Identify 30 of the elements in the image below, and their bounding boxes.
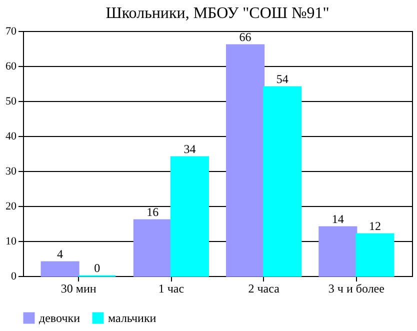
legend-label: девочки	[39, 311, 81, 325]
data-label: 4	[57, 247, 64, 261]
y-tick-label: 70	[6, 26, 17, 38]
bar	[318, 226, 358, 277]
data-label: 0	[94, 261, 100, 275]
data-label: 54	[276, 72, 288, 86]
x-tick-label: 1 час	[158, 282, 184, 296]
y-tick-label: 60	[6, 60, 17, 72]
x-tick-label: 30 мин	[60, 282, 97, 296]
data-label: 14	[332, 212, 344, 226]
y-tick-label: 30	[6, 166, 17, 178]
y-tick-label: 50	[6, 96, 17, 108]
chart-title: Школьники, МБОУ "СОШ №91"	[106, 5, 330, 22]
y-tick-label: 0	[11, 270, 17, 282]
data-label: 34	[184, 142, 196, 156]
bar	[133, 219, 172, 277]
bar	[356, 233, 394, 277]
bar	[40, 261, 80, 277]
data-label: 66	[239, 30, 252, 44]
bar	[226, 44, 265, 277]
data-label: 12	[368, 219, 381, 233]
bar	[170, 156, 209, 277]
y-tick-label: 10	[6, 236, 17, 248]
data-label: 16	[146, 205, 159, 219]
y-tick-label: 20	[6, 200, 17, 212]
x-tick-label: 3 ч и более	[328, 282, 384, 296]
legend-label: мальчики	[108, 311, 157, 325]
y-tick-label: 40	[6, 130, 17, 142]
bar	[263, 86, 302, 277]
x-tick-label: 2 часа	[248, 282, 280, 296]
